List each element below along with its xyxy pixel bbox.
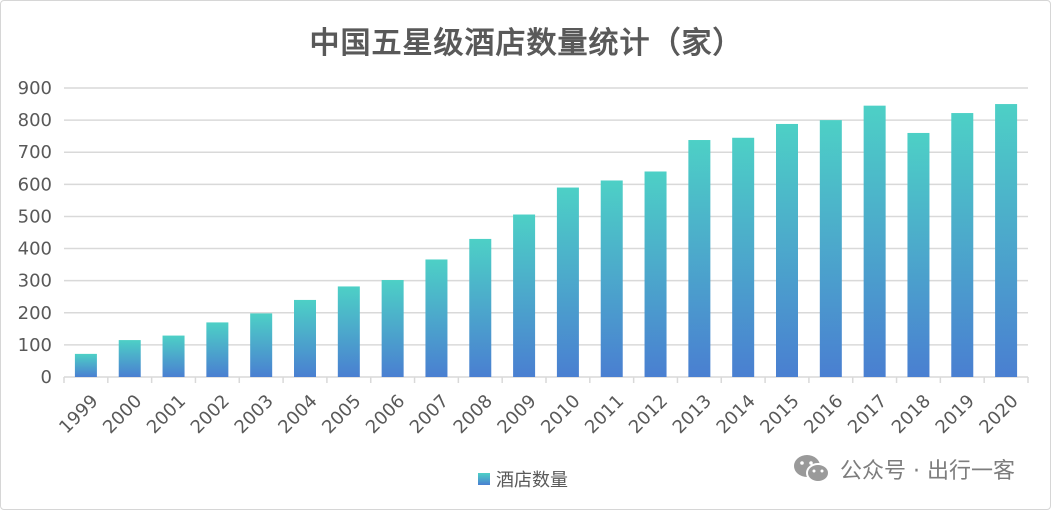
- bar-2012: [644, 171, 667, 377]
- legend-swatch: [478, 473, 490, 485]
- y-tick-label: 800: [18, 110, 52, 131]
- bar-2004: [294, 299, 316, 377]
- x-tick-label: 2011: [581, 391, 628, 438]
- bar-2011: [600, 180, 623, 377]
- x-tick-label: 2002: [187, 391, 234, 438]
- x-tick-label: 2019: [932, 391, 979, 438]
- y-tick-label: 700: [18, 142, 52, 163]
- bar-2002: [206, 322, 229, 377]
- x-tick-label: 2017: [844, 391, 891, 438]
- x-tick-label: 1999: [55, 391, 102, 438]
- x-tick-label: 2010: [537, 391, 584, 438]
- x-tick-label: 2003: [231, 391, 278, 438]
- bar-2008: [469, 238, 492, 377]
- y-tick-label: 200: [18, 303, 52, 324]
- x-tick-label: 2001: [143, 391, 190, 438]
- x-tick-label: 2004: [274, 391, 321, 438]
- bar-2007: [425, 259, 448, 377]
- x-tick-label: 2020: [975, 391, 1022, 438]
- y-tick-label: 100: [18, 335, 52, 356]
- y-tick-label: 600: [18, 174, 52, 195]
- x-tick-label: 2007: [406, 391, 453, 438]
- legend-label: 酒店数量: [496, 470, 568, 491]
- x-tick-label: 2015: [756, 391, 803, 438]
- wechat-icon: [794, 455, 831, 483]
- x-tick-label: 2012: [625, 391, 672, 438]
- x-tick-label: 2008: [450, 391, 497, 438]
- bar-2020: [995, 104, 1018, 378]
- bar-2006: [381, 280, 404, 377]
- bar-2003: [250, 313, 273, 377]
- bar-2019: [951, 113, 974, 378]
- bar-1999: [74, 353, 97, 377]
- y-tick-label: 500: [18, 206, 52, 227]
- x-tick-label: 2006: [362, 391, 409, 438]
- watermark-text: 公众号 · 出行一客: [840, 459, 1015, 484]
- bar-2005: [337, 286, 360, 377]
- bar-2016: [819, 120, 842, 377]
- y-tick-label: 300: [18, 271, 52, 292]
- y-tick-label: 0: [41, 367, 52, 388]
- bar-2014: [732, 137, 755, 377]
- x-tick-label: 2014: [713, 391, 760, 438]
- bar-2001: [162, 335, 185, 377]
- chart-title: 中国五星级酒店数量统计（家）: [309, 26, 744, 61]
- x-tick-label: 2009: [493, 391, 540, 438]
- x-tick-label: 2000: [99, 391, 146, 438]
- bar-2009: [513, 214, 536, 377]
- bar-2015: [776, 123, 798, 377]
- bar-2017: [863, 105, 886, 378]
- bar-2000: [118, 340, 141, 377]
- x-tick-label: 2016: [800, 391, 847, 438]
- watermark: 公众号 · 出行一客: [792, 452, 1015, 486]
- x-tick-label: 2013: [669, 391, 716, 438]
- legend: 酒店数量: [478, 466, 568, 492]
- bar-2013: [688, 140, 711, 377]
- x-tick-label: 2018: [888, 391, 935, 438]
- x-tick-label: 2005: [318, 391, 365, 438]
- bar-2010: [556, 187, 579, 377]
- bar-2018: [907, 132, 930, 377]
- y-tick-label: 900: [18, 78, 52, 99]
- y-tick-label: 400: [18, 239, 52, 260]
